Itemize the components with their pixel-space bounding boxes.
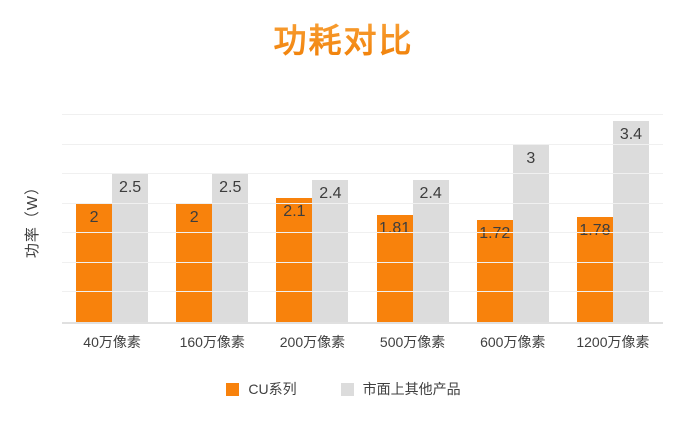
bar-value-label: 2.4: [419, 185, 442, 203]
category-label: 160万像素: [179, 334, 245, 350]
gridline: [62, 202, 663, 204]
y-axis-label: 功率（W）: [24, 178, 42, 259]
bar-cu-series: 1.81: [376, 214, 413, 322]
bar-value-label: 2.1: [283, 202, 306, 220]
bar-group: 2.1 2.4: [262, 115, 362, 322]
plot-area: 2 2.5 2 2.5 2.1 2.4 1.81 2.4 1.72 3 1.78 3.4: [62, 114, 663, 324]
bar-value-label: 2: [189, 208, 199, 226]
gridline: [62, 173, 663, 175]
bar-cu-series: 1.78: [576, 216, 613, 322]
category-label: 600万像素: [480, 334, 546, 350]
legend-swatch: [340, 382, 354, 396]
bar-value-label: 1.81: [379, 219, 411, 237]
bar-other-products: 2.4: [412, 180, 449, 322]
bar-group: 2 2.5: [162, 115, 262, 322]
bar-group: 1.78 3.4: [563, 115, 663, 322]
bar-value-label: 2.4: [319, 185, 342, 203]
bar-cu-series: 2.1: [276, 197, 313, 322]
bar-value-label: 1.78: [579, 221, 611, 239]
bar-other-products: 2.5: [112, 174, 149, 322]
category-label: 200万像素: [279, 334, 346, 350]
gridline: [62, 143, 663, 145]
chart-title: 功耗对比: [0, 14, 687, 62]
bar-value-label: 1.72: [479, 225, 511, 243]
bar-value-label: 2: [89, 208, 99, 226]
bar-cu-series: 1.72: [476, 220, 513, 322]
legend-swatch: [226, 382, 240, 396]
legend-item: CU系列: [226, 379, 297, 399]
bar-group: 2 2.5: [62, 115, 162, 322]
bar-value-label: 3.4: [619, 125, 643, 143]
legend-label: 市面上其他产品: [362, 381, 461, 397]
category-label: 500万像素: [379, 334, 446, 350]
bar-value-label: 3: [526, 149, 536, 167]
gridline: [62, 291, 663, 293]
bar-cu-series: 2: [76, 203, 113, 322]
legend: CU系列 市面上其他产品: [0, 379, 687, 399]
bar-other-products: 3.4: [612, 120, 649, 322]
bar-other-products: 2.5: [212, 174, 249, 322]
y-axis-label-container: 功率（W）: [8, 115, 56, 322]
legend-label: CU系列: [248, 381, 297, 397]
bar-cu-series: 2: [176, 203, 213, 322]
category-label: 40万像素: [83, 334, 141, 350]
bar-value-label: 2.5: [219, 179, 242, 197]
gridline: [62, 261, 663, 263]
gridline: [62, 232, 663, 234]
bar-other-products: 2.4: [312, 180, 349, 322]
x-axis-labels: 40万像素 160万像素 200万像素 500万像素 600万像素 1200万像素: [62, 332, 663, 352]
category-label: 1200万像素: [576, 334, 650, 350]
gridline: [62, 114, 663, 115]
bar-value-label: 2.5: [118, 179, 142, 197]
legend-item: 市面上其他产品: [340, 379, 461, 399]
